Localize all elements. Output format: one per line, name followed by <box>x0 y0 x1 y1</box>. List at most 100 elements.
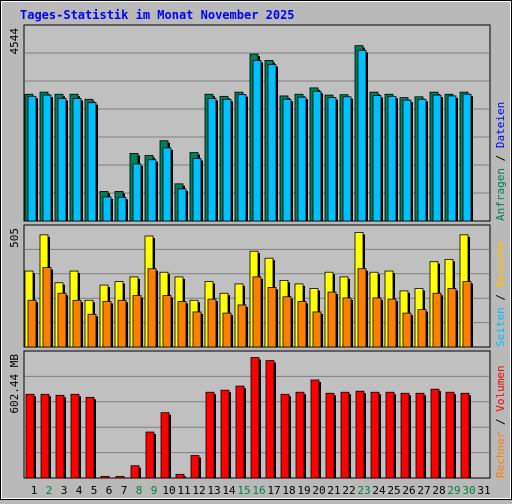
bar-volumen <box>235 385 245 479</box>
bar-volumen <box>145 431 155 479</box>
bar-dateien <box>357 49 367 222</box>
bar-volumen <box>340 391 350 479</box>
day-label: 30 <box>462 484 475 497</box>
panel2-ymax-label: 505 <box>8 228 21 248</box>
bar-dateien <box>177 188 187 222</box>
bar-dateien <box>267 64 277 222</box>
chart-title: Tages-Statistik im Monat November 2025 <box>20 8 295 22</box>
day-label: 9 <box>151 484 158 497</box>
bar-volumen <box>430 388 440 479</box>
bar-rechner <box>267 287 277 348</box>
bar-volumen <box>70 393 80 479</box>
legend-section-1: Anfragen / Dateien <box>494 102 507 221</box>
bar-volumen <box>25 393 35 479</box>
legend-entry: Anfragen <box>494 168 507 221</box>
bar-volumen <box>100 475 110 479</box>
chart-bars <box>24 45 473 479</box>
bar-dateien <box>297 96 307 222</box>
bar-dateien <box>327 97 337 222</box>
day-label: 31 <box>477 484 490 497</box>
legend-section-2: Seiten / Besuche <box>494 241 507 347</box>
bar-rechner <box>42 267 52 348</box>
bar-volumen <box>160 412 170 479</box>
bar-dateien <box>192 158 202 222</box>
bar-volumen <box>55 394 65 479</box>
bar-rechner <box>27 299 37 348</box>
bar-dateien <box>222 98 232 222</box>
bar-rechner <box>282 296 292 348</box>
bar-rechner <box>132 295 142 348</box>
bar-volumen <box>415 392 425 479</box>
bar-rechner <box>312 311 322 348</box>
bar-volumen <box>385 391 395 479</box>
bar-rechner <box>402 312 412 348</box>
bar-rechner <box>252 276 262 348</box>
bar-dateien <box>27 95 37 222</box>
bar-dateien <box>432 94 442 222</box>
day-label: 10 <box>162 484 175 497</box>
day-label: 23 <box>357 484 370 497</box>
day-label: 27 <box>417 484 430 497</box>
bar-volumen <box>325 392 335 479</box>
bar-volumen <box>460 392 470 479</box>
day-label: 8 <box>136 484 143 497</box>
day-label: 15 <box>237 484 250 497</box>
bar-volumen <box>355 390 365 479</box>
day-label: 12 <box>192 484 205 497</box>
bar-dateien <box>162 147 172 222</box>
right-legend: Anfragen / Dateien Seiten / Besuche Rechne… <box>494 102 507 478</box>
bar-rechner <box>162 295 172 348</box>
day-labels: 1 2 3 4 5 6 7 8 9 10 11 12 13 14 15 16 17 18 19 20 21 22 23 24 2… <box>31 484 491 497</box>
legend-entry: / <box>494 148 507 168</box>
bar-dateien <box>282 98 292 222</box>
legend-entry: Dateien <box>494 102 507 148</box>
legend-entry: Besuche <box>494 241 507 287</box>
bar-volumen <box>250 357 260 479</box>
bar-volumen <box>295 391 305 479</box>
bar-rechner <box>87 313 97 348</box>
bar-dateien <box>207 98 217 222</box>
bar-dateien <box>117 196 127 222</box>
panel1-ymax-label: 4544 <box>8 28 21 55</box>
day-label: 16 <box>252 484 265 497</box>
legend-entry: / <box>494 412 507 432</box>
bar-volumen <box>130 465 140 479</box>
bar-volumen <box>85 396 95 479</box>
bar-rechner <box>297 301 307 348</box>
bar-dateien <box>372 95 382 222</box>
bar-rechner <box>147 268 157 348</box>
day-label: 13 <box>207 484 220 497</box>
bar-volumen <box>445 391 455 479</box>
bar-rechner <box>237 304 247 348</box>
bar-dateien <box>462 93 472 222</box>
bar-rechner <box>387 298 397 348</box>
day-label: 26 <box>402 484 415 497</box>
bar-dateien <box>147 159 157 222</box>
day-label: 18 <box>282 484 295 497</box>
day-label: 5 <box>91 484 98 497</box>
bar-dateien <box>402 99 412 222</box>
day-label: 21 <box>327 484 340 497</box>
panel3-ymax-label: 602.44 MB <box>8 354 21 414</box>
bar-rechner <box>462 281 472 348</box>
day-label: 29 <box>447 484 460 497</box>
bar-rechner <box>117 299 127 348</box>
day-label: 17 <box>267 484 280 497</box>
bar-rechner <box>357 268 367 348</box>
bar-volumen <box>40 393 50 479</box>
bar-dateien <box>417 98 427 222</box>
bar-dateien <box>57 98 67 222</box>
legend-entry: Volumen <box>494 365 507 411</box>
legend-section-3: Rechner / Volumen <box>494 365 507 478</box>
bar-volumen <box>370 391 380 479</box>
bar-rechner <box>192 311 202 348</box>
legend-entry: Seiten <box>494 307 507 347</box>
bar-dateien <box>102 196 112 222</box>
day-label: 11 <box>177 484 190 497</box>
bar-dateien <box>132 163 142 222</box>
bar-volumen <box>205 391 215 479</box>
bar-rechner <box>72 299 82 348</box>
bar-dateien <box>87 102 97 222</box>
day-label: 2 <box>46 484 53 497</box>
